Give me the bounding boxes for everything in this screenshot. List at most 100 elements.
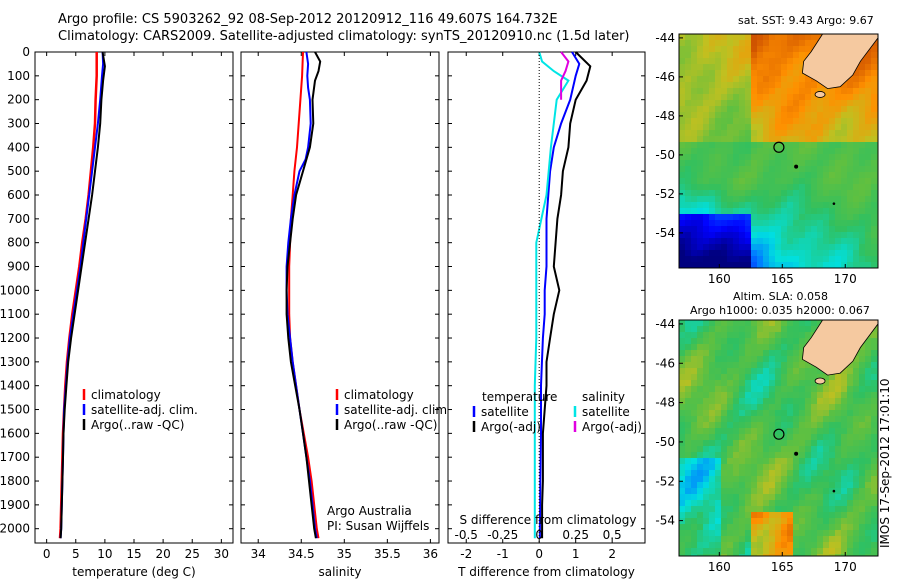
sst-field-cell: [751, 238, 758, 245]
sla-field-cell: [799, 458, 806, 465]
sla-field-cell: [715, 380, 722, 387]
sla-field-cell: [703, 554, 710, 556]
sst-field-cell: [751, 130, 758, 137]
sst-field-cell: [715, 244, 722, 251]
sla-field-cell: [817, 440, 824, 447]
sst-field-cell: [679, 40, 686, 47]
sst-field-cell: [733, 262, 740, 268]
sst-field-cell: [769, 88, 776, 95]
sst-field-cell: [835, 184, 842, 191]
sst-field-cell: [781, 40, 788, 47]
sla-field-cell: [751, 410, 758, 417]
sst-field-cell: [823, 226, 830, 233]
sla-field-cell: [793, 368, 800, 375]
sla-field-cell: [829, 392, 836, 399]
sla-field-cell: [787, 386, 794, 393]
sst-field-cell: [745, 178, 752, 185]
sst-field-cell: [775, 166, 782, 173]
sla-field-cell: [685, 458, 692, 465]
sst-field-cell: [781, 250, 788, 257]
sla-field-cell: [793, 422, 800, 429]
sla-field-cell: [871, 464, 878, 471]
sst-field-cell: [781, 70, 788, 77]
sla-field-cell: [841, 530, 848, 537]
sst-field-cell: [829, 208, 836, 215]
sst-field-cell: [847, 112, 854, 119]
sst-field-cell: [859, 262, 866, 268]
sla-field-cell: [793, 344, 800, 351]
sst-field-cell: [739, 244, 746, 251]
sla-field-cell: [847, 410, 854, 417]
sst-field-cell: [757, 196, 764, 203]
sst-field-cell: [793, 148, 800, 155]
sst-field-cell: [721, 82, 728, 89]
sla-ytick-label: -52: [655, 474, 675, 488]
sst-field-cell: [847, 190, 854, 197]
sst-field-cell: [745, 214, 752, 221]
sla-field-cell: [853, 494, 860, 501]
sla-field-cell: [685, 344, 692, 351]
sst-field-cell: [679, 148, 686, 155]
sst-field-cell: [685, 232, 692, 239]
sla-field-cell: [829, 422, 836, 429]
sla-field-cell: [679, 494, 686, 501]
sst-field-cell: [703, 232, 710, 239]
sst-field-cell: [841, 220, 848, 227]
sla-field-cell: [811, 416, 818, 423]
sst-field-cell: [793, 94, 800, 101]
sst-field-cell: [793, 136, 800, 143]
sla-field-cell: [835, 458, 842, 465]
sla-field-cell: [847, 380, 854, 387]
sla-field-cell: [865, 410, 872, 417]
sst-field-cell: [811, 160, 818, 167]
sst-field-cell: [745, 118, 752, 125]
sla-field-cell: [697, 500, 704, 507]
sst-field-cell: [685, 238, 692, 245]
sla-field-cell: [739, 518, 746, 525]
sla-field-cell: [835, 488, 842, 495]
sla-field-cell: [703, 380, 710, 387]
sst-field-cell: [733, 124, 740, 131]
sst-field-cell: [823, 208, 830, 215]
sst-field-cell: [775, 244, 782, 251]
sla-field-cell: [859, 356, 866, 363]
sst-field-cell: [835, 226, 842, 233]
sst-field-cell: [679, 184, 686, 191]
sst-field-cell: [745, 64, 752, 71]
sst-field-cell: [679, 226, 686, 233]
sla-field-cell: [757, 440, 764, 447]
sla-field-cell: [853, 428, 860, 435]
sla-field-cell: [781, 446, 788, 453]
sst-field-cell: [787, 214, 794, 221]
sla-field-cell: [709, 542, 716, 549]
sst-field-cell: [769, 226, 776, 233]
sst-field-cell: [709, 220, 716, 227]
sla-field-cell: [865, 500, 872, 507]
sst-field-cell: [799, 244, 806, 251]
sst-field-cell: [865, 262, 872, 268]
sst-field-cell: [829, 94, 836, 101]
sla-field-cell: [727, 320, 734, 327]
sst-field-cell: [853, 190, 860, 197]
sla-field-cell: [715, 428, 722, 435]
sst-field-cell: [739, 88, 746, 95]
sla-field-cell: [739, 404, 746, 411]
sla-field-cell: [829, 500, 836, 507]
sst-field-cell: [679, 172, 686, 179]
sla-field-cell: [763, 500, 770, 507]
sla-field-cell: [733, 344, 740, 351]
sla-field-cell: [769, 512, 776, 519]
sla-field-cell: [727, 326, 734, 333]
sla-field-cell: [793, 494, 800, 501]
sla-field-cell: [745, 428, 752, 435]
sst-field-cell: [691, 136, 698, 143]
sst-field-cell: [859, 100, 866, 107]
sla-field-cell: [823, 542, 830, 549]
sla-field-cell: [703, 446, 710, 453]
sla-field-cell: [763, 356, 770, 363]
sst-field-cell: [769, 220, 776, 227]
sst-field-cell: [865, 208, 872, 215]
sla-field-cell: [721, 476, 728, 483]
sst-field-cell: [715, 262, 722, 268]
sla-field-cell: [769, 434, 776, 441]
